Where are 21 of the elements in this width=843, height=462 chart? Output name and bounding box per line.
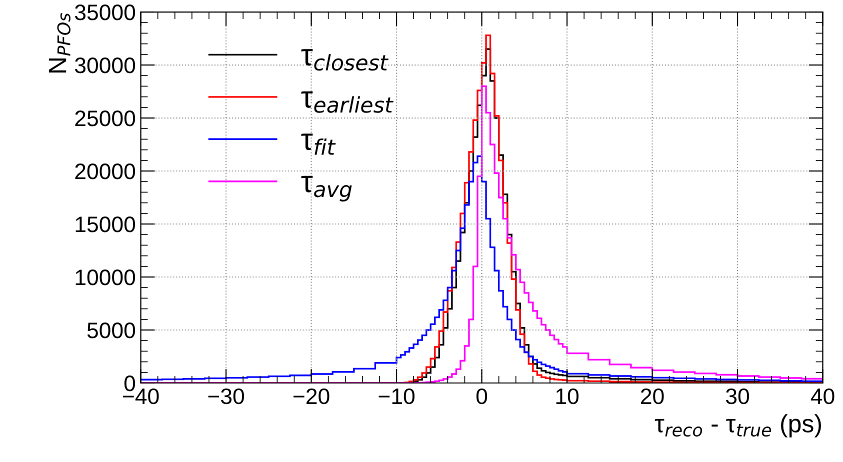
- x-tick-label: −30: [208, 388, 244, 404]
- x-axis-title: τ$_{reco}$ - τ$_{true}$ (ps): [654, 414, 821, 438]
- y-tick-label: 30000: [74, 58, 136, 74]
- x-tick-label: 20: [641, 388, 664, 404]
- y-tick-label: 35000: [74, 4, 136, 20]
- y-axis-title: N$_{PFOs}$: [48, 13, 70, 72]
- legend-label: τ$_{fit}$: [301, 134, 336, 155]
- x-tick-label: 30: [726, 388, 750, 404]
- y-tick-label: 10000: [76, 270, 136, 286]
- y-tick-label: 15000: [76, 216, 136, 232]
- x-tick-label: −20: [294, 388, 330, 404]
- y-tick-label: 5000: [87, 322, 136, 338]
- x-tick-label: 0: [476, 388, 488, 404]
- x-tick-label: 10: [556, 388, 579, 404]
- y-tick-label: 25000: [75, 110, 136, 126]
- legend-label: τ$_{avg}$: [301, 176, 352, 202]
- legend-label: τ$_{closest}$: [301, 49, 389, 71]
- x-tick-label: −10: [378, 388, 415, 404]
- legend-label: τ$_{earliest}$: [301, 91, 394, 113]
- y-tick-label: 20000: [75, 164, 136, 180]
- x-tick-label: 40: [810, 388, 834, 404]
